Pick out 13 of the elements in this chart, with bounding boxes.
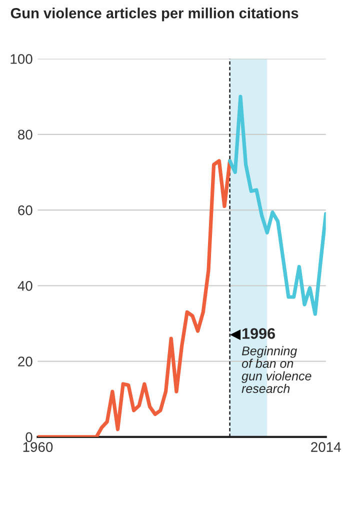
y-tick-label: 0 (26, 432, 32, 442)
y-tick-label: 80 (18, 130, 32, 140)
line-series (38, 159, 232, 437)
x-tick-label: 1960 (23, 442, 53, 452)
line-series (228, 94, 326, 316)
y-tick-label: 60 (18, 205, 32, 216)
y-tick-label: 40 (18, 280, 32, 291)
x-tick-label: 2014 (311, 442, 341, 452)
chart-title: Gun violence articles per million citations (10, 8, 298, 22)
y-tick-label: 20 (18, 356, 32, 366)
y-tick-label: 100 (10, 54, 32, 64)
ref-line-label: 1996 (242, 328, 275, 339)
annotation: Beginning of ban on gun violence research (242, 346, 312, 394)
